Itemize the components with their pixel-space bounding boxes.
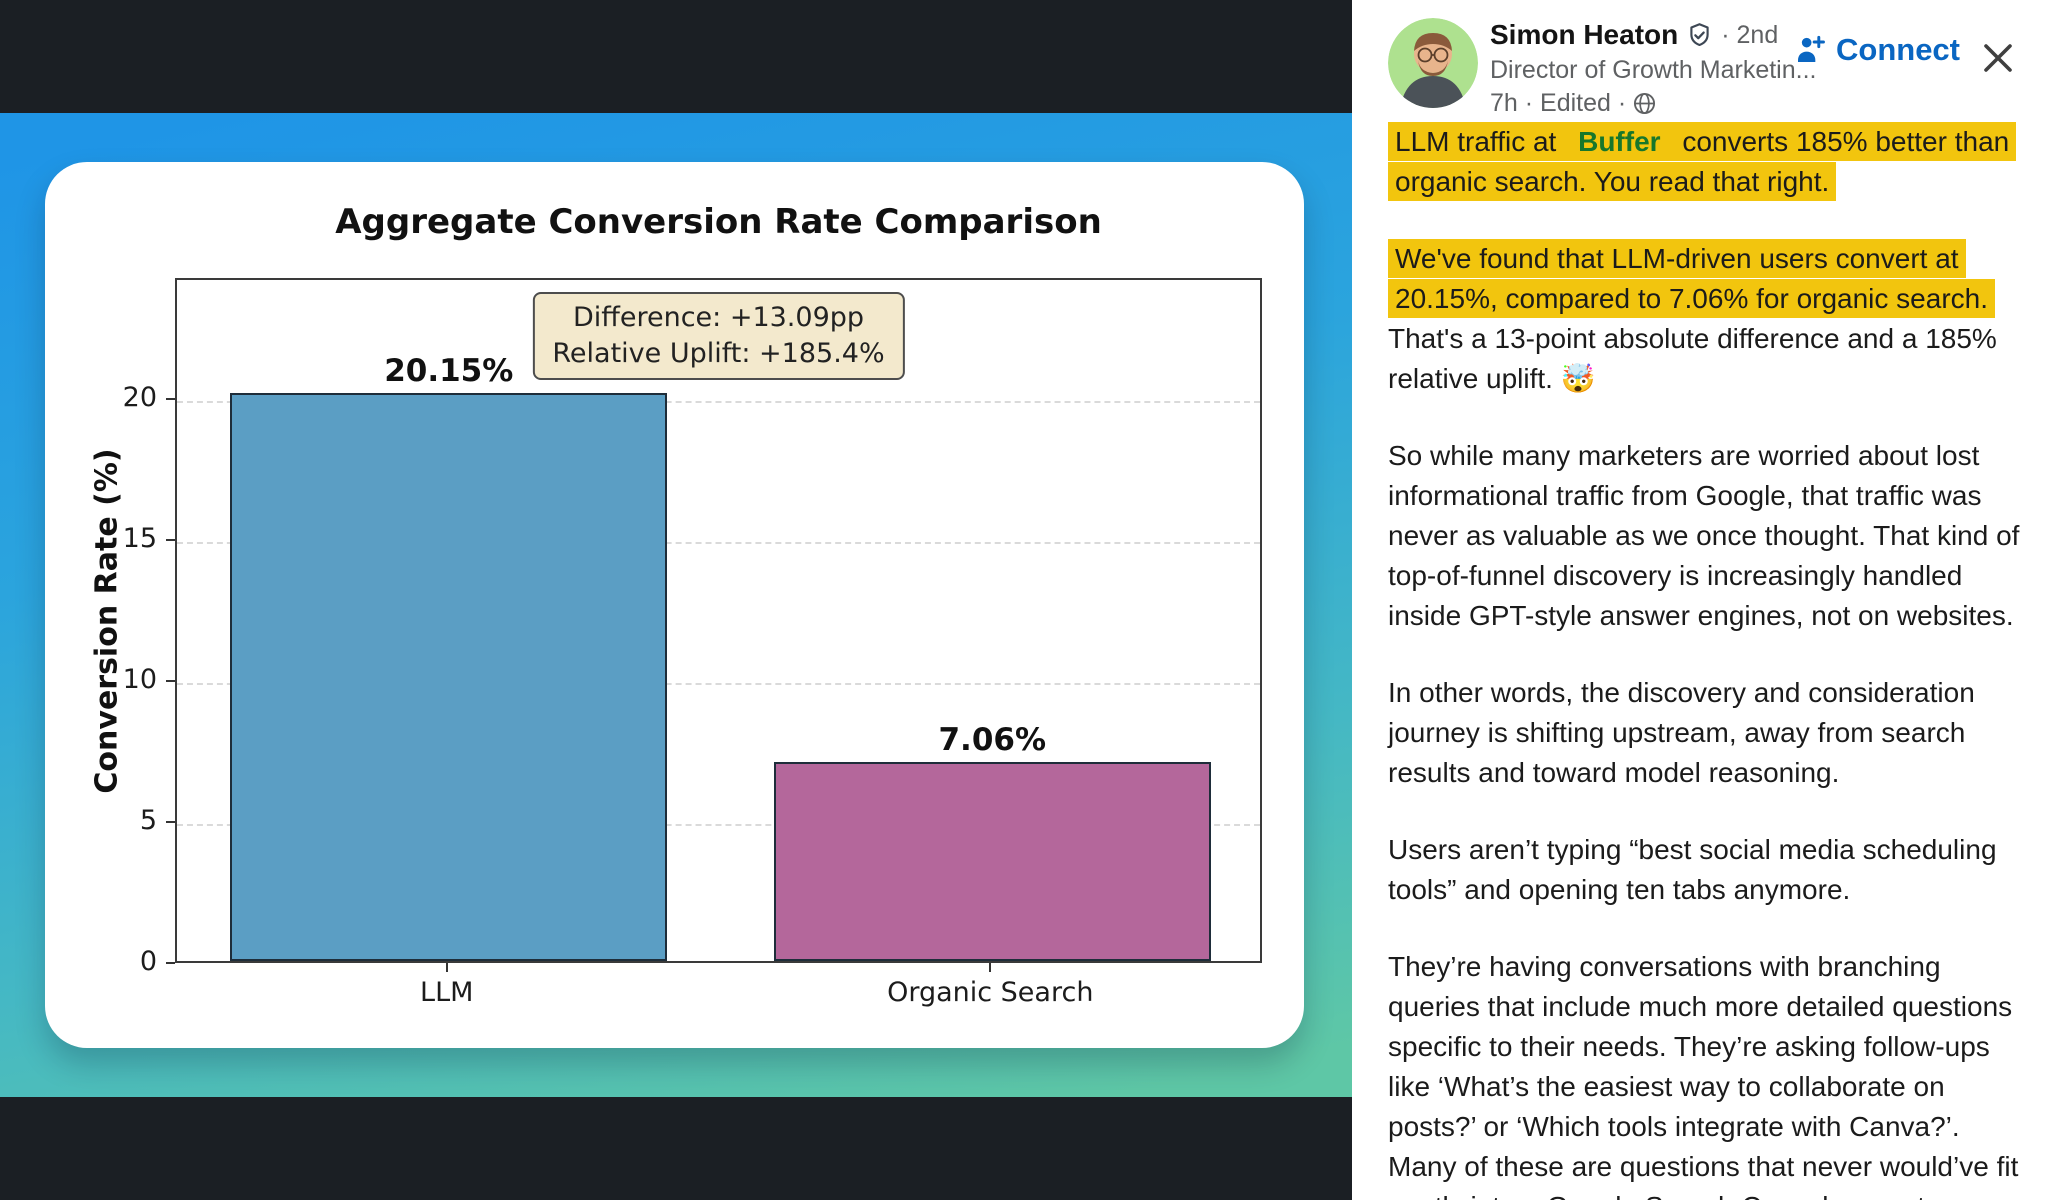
y-tick-label: 5: [139, 805, 157, 837]
plain-text: Users aren’t typing “best social media s…: [1388, 834, 1997, 905]
media-letterbox-top: [0, 0, 1352, 113]
post-paragraph: They’re having conversations with branch…: [1388, 947, 2022, 1200]
member-name[interactable]: Simon Heaton: [1490, 19, 1679, 50]
bar-llm: [230, 393, 668, 961]
plain-text: In other words, the discovery and consid…: [1388, 677, 1975, 788]
y-tick-mark: [166, 821, 175, 824]
post-paragraph: LLM traffic at Buffer converts 185% bett…: [1388, 122, 2022, 202]
verified-shield-icon: [1686, 22, 1713, 49]
highlighted-text: We've found that LLM-driven users conver…: [1388, 239, 1996, 318]
member-headline: Director of Growth Marketin...: [1490, 56, 1817, 84]
post-meta-text: 7h · Edited ·: [1490, 89, 1627, 117]
y-tick-label: 0: [139, 946, 157, 977]
highlighted-text: LLM traffic at: [1388, 122, 1572, 161]
gridline: [177, 542, 1260, 545]
bar-organic-search: [773, 761, 1211, 961]
y-tick-label: 15: [122, 523, 157, 555]
y-tick-mark: [166, 539, 175, 542]
plain-text: They’re having conversations with branch…: [1388, 951, 2019, 1200]
post-media-image: Aggregate Conversion Rate Comparison Con…: [0, 0, 1352, 1200]
x-tick-label: Organic Search: [887, 977, 1094, 1008]
name-row: Simon Heaton · 2nd: [1490, 16, 1890, 54]
post-meta-row: 7h · Edited ·: [1490, 87, 1890, 120]
brand-mention: Buffer: [1571, 122, 1668, 161]
x-tick-mark: [445, 963, 448, 972]
gridline: [177, 824, 1260, 827]
media-letterbox-bottom: [0, 1097, 1352, 1200]
globe-icon: [1632, 91, 1657, 116]
connect-button-label: Connect: [1836, 32, 1960, 67]
member-connection-degree: · 2nd: [1721, 20, 1779, 49]
x-tick-mark: [989, 963, 992, 972]
plain-text: That's a 13-point absolute difference an…: [1388, 323, 1997, 394]
close-icon[interactable]: [1978, 38, 2018, 78]
post-header: Simon Heaton · 2nd Director of Growth Ma…: [1388, 16, 2032, 120]
avatar[interactable]: [1388, 18, 1478, 108]
y-tick-mark: [166, 398, 175, 401]
person-add-icon: [1794, 34, 1826, 66]
avatar-photo: [1388, 18, 1478, 108]
post-paragraph: We've found that LLM-driven users conver…: [1388, 239, 2022, 399]
gridline: [177, 401, 1260, 404]
chart-title: Aggregate Conversion Rate Comparison: [335, 202, 1102, 242]
y-tick-mark: [166, 680, 175, 683]
connect-button[interactable]: Connect: [1794, 32, 1960, 68]
chart-y-axis-label: Conversion Rate (%): [89, 447, 125, 794]
post-text-panel: Simon Heaton · 2nd Director of Growth Ma…: [1352, 0, 2048, 1200]
chart-annotation-box: Difference: +13.09pp Relative Uplift: +1…: [532, 292, 905, 380]
header-text-block: Simon Heaton · 2nd Director of Growth Ma…: [1490, 16, 1890, 120]
plain-text: So while many marketers are worried abou…: [1388, 440, 2020, 631]
y-tick-mark: [166, 962, 175, 964]
chart-axes: Difference: +13.09pp Relative Uplift: +1…: [175, 278, 1262, 963]
bar-value-label: 7.06%: [938, 721, 1047, 758]
gridline: [177, 683, 1260, 686]
post-paragraph: In other words, the discovery and consid…: [1388, 673, 2022, 793]
post-paragraph: Users aren’t typing “best social media s…: [1388, 830, 2022, 910]
chart-card: Aggregate Conversion Rate Comparison Con…: [45, 162, 1304, 1048]
post-body-text: LLM traffic at Buffer converts 185% bett…: [1388, 122, 2022, 1200]
annotation-line-uplift: Relative Uplift: +185.4%: [552, 338, 885, 369]
post-paragraph: So while many marketers are worried abou…: [1388, 436, 2022, 636]
y-tick-label: 20: [122, 382, 157, 414]
annotation-line-difference: Difference: +13.09pp: [572, 302, 865, 333]
bar-value-label: 20.15%: [384, 352, 514, 389]
y-tick-label: 10: [122, 664, 157, 696]
x-tick-label: LLM: [420, 977, 474, 1008]
